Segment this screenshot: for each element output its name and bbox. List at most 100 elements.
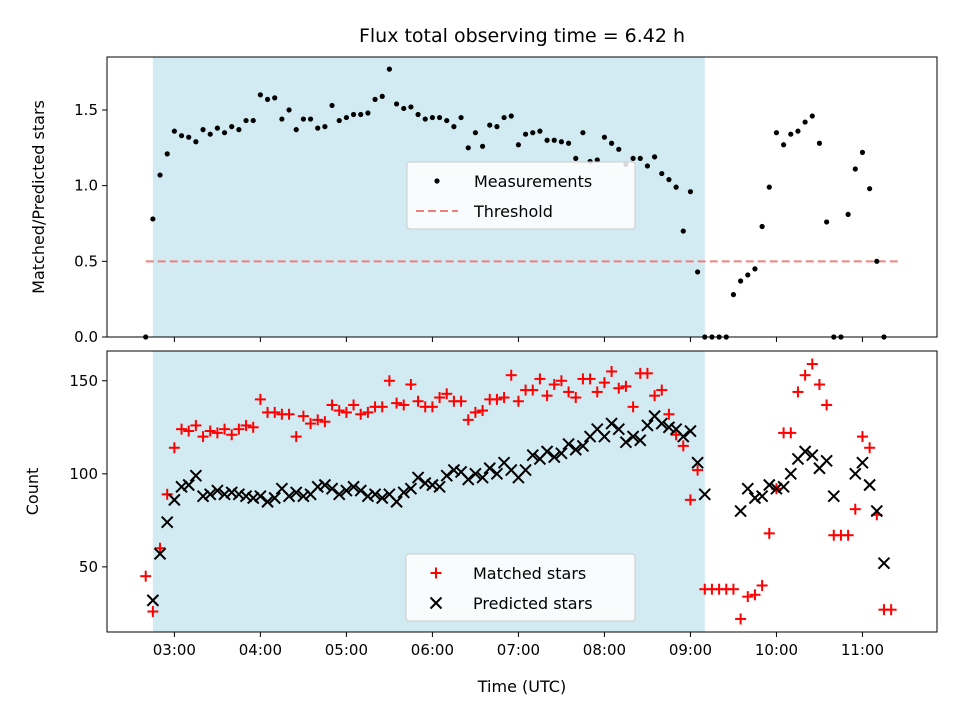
top-y-tick-label-2: 1.0	[74, 177, 98, 195]
measurement-point-38	[415, 111, 421, 118]
measurement-point-60	[573, 155, 579, 162]
matched-point-93	[806, 358, 818, 370]
matched-stars-points	[140, 358, 897, 625]
bottom-y-axis-label: Count	[23, 468, 42, 516]
predicted-point-58	[562, 437, 575, 451]
matched-point-31	[362, 406, 374, 418]
measurement-point-31	[365, 110, 371, 116]
matched-point-70	[641, 367, 653, 379]
measurement-point-17	[264, 96, 271, 102]
top-measurements-points	[143, 66, 887, 340]
matched-point-64	[598, 377, 610, 389]
bottom-y-ticks: 50 100 150	[69, 372, 107, 576]
matched-point-72	[656, 384, 668, 396]
matched-point-37	[405, 378, 417, 390]
predicted-point-87	[798, 445, 812, 458]
measurement-point-82	[730, 292, 737, 298]
matched-point-15	[247, 421, 259, 433]
matched-point-59	[563, 386, 575, 398]
measurement-point-59	[565, 140, 572, 146]
predicted-point-52	[519, 463, 532, 477]
measurement-point-98	[845, 211, 851, 218]
measurement-point-8	[200, 127, 206, 133]
predicted-point-77	[698, 488, 711, 501]
chart-title: Flux total observing time = 6.42 h	[359, 25, 685, 47]
predicted-point-31	[368, 488, 382, 501]
predicted-point-67	[626, 430, 640, 443]
measurement-point-18	[272, 95, 278, 101]
matched-point-1	[147, 606, 159, 618]
matched-point-90	[785, 427, 797, 439]
predicted-point-0	[146, 594, 160, 607]
predicted-point-44	[462, 473, 475, 486]
predicted-point-29	[354, 484, 367, 497]
measurement-point-57	[551, 137, 557, 143]
predicted-point-7	[196, 489, 210, 503]
matched-point-65	[606, 365, 618, 377]
x-tick-label-2: 05:00	[325, 641, 368, 659]
matched-point-5	[176, 423, 188, 435]
predicted-point-36	[404, 482, 418, 495]
measurement-point-39	[422, 116, 428, 122]
measurement-point-50	[501, 114, 507, 121]
predicted-point-26	[333, 488, 346, 501]
predicted-point-63	[598, 430, 611, 443]
predicted-point-72	[662, 421, 676, 434]
predicted-point-4	[175, 480, 188, 494]
matched-point-68	[627, 401, 639, 413]
measurement-point-16	[257, 92, 263, 98]
top-plot-frame	[106, 56, 938, 338]
bottom-y-tick-label-0: 50	[79, 558, 98, 576]
matched-point-8	[197, 431, 209, 443]
measurement-point-77	[695, 269, 701, 275]
matched-point-23	[305, 418, 317, 430]
measurement-point-90	[788, 131, 794, 137]
bottom-legend: Matched stars Predicted stars	[405, 553, 636, 622]
predicted-point-57	[555, 447, 568, 460]
measurement-point-30	[358, 111, 364, 118]
top-y-tick-label-0: 0.0	[74, 328, 98, 346]
matched-point-25	[319, 416, 331, 428]
matched-point-35	[391, 397, 403, 409]
predicted-point-60	[576, 439, 590, 453]
measurement-point-29	[350, 111, 357, 118]
measurement-point-85	[752, 266, 758, 272]
legend-matched-marker	[430, 567, 442, 579]
predicted-point-68	[634, 434, 647, 447]
matched-point-73	[663, 408, 675, 420]
measurement-point-4	[171, 128, 177, 134]
measurement-point-58	[558, 139, 565, 145]
matched-point-91	[792, 386, 804, 398]
matched-point-104	[885, 604, 897, 616]
top-y-axis-label: Matched/Predicted stars	[29, 100, 48, 294]
matched-point-75	[677, 440, 689, 452]
measurement-point-71	[651, 154, 658, 160]
x-tick-label-8: 11:00	[841, 641, 884, 659]
matched-point-92	[799, 369, 811, 381]
measurement-point-63	[594, 157, 600, 163]
measurement-point-73	[666, 176, 672, 183]
matched-point-67	[620, 380, 632, 392]
measurement-point-11	[221, 130, 228, 136]
matched-point-18	[269, 406, 281, 418]
predicted-point-3	[168, 493, 181, 507]
predicted-point-1	[153, 547, 167, 561]
x-tick-label-4: 07:00	[497, 641, 540, 659]
measurement-point-36	[401, 105, 407, 112]
matched-point-51	[505, 369, 517, 381]
matched-point-10	[211, 427, 223, 439]
predicted-point-30	[361, 489, 375, 503]
matched-point-16	[254, 393, 266, 405]
measurement-point-91	[795, 128, 801, 134]
matched-point-95	[821, 399, 833, 411]
predicted-point-84	[777, 480, 790, 494]
predicted-point-15	[254, 489, 267, 503]
predicted-point-96	[877, 556, 891, 570]
predicted-point-9	[211, 484, 224, 497]
measurement-point-49	[494, 124, 500, 130]
predicted-stars-points	[146, 409, 891, 607]
measurement-point-76	[687, 189, 694, 195]
predicted-point-37	[411, 471, 425, 484]
